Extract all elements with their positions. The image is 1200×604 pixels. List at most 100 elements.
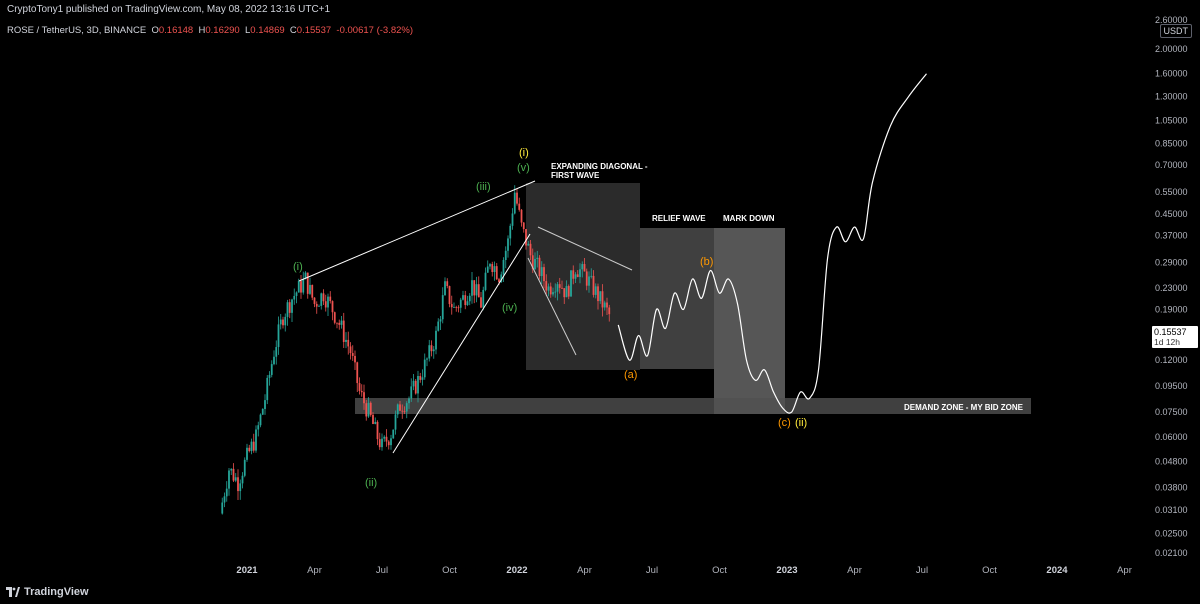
candle-body: [318, 305, 320, 307]
candle-body: [579, 269, 581, 277]
tradingview-brand[interactable]: TradingView: [6, 586, 89, 598]
candle-body: [477, 284, 480, 298]
time-tick-label: Apr: [307, 565, 322, 576]
candle-body: [423, 359, 426, 378]
candle-body: [540, 267, 543, 277]
current-price-label: 0.15537 1d 12h: [1152, 326, 1198, 348]
time-tick-label: Jul: [916, 565, 928, 576]
candle-body: [327, 296, 329, 308]
candle-body: [518, 203, 521, 210]
candle-body: [534, 258, 536, 270]
candle-body: [234, 477, 237, 481]
candle-body: [475, 284, 478, 296]
candle-body: [300, 281, 302, 293]
candle-body: [286, 302, 289, 317]
candle-body: [349, 346, 352, 354]
candle-body: [338, 322, 341, 325]
candle-body: [489, 264, 491, 267]
candle-body: [396, 404, 399, 415]
candle-body: [576, 274, 579, 277]
wave-label-b-orange: (b): [700, 256, 713, 268]
candle-body: [459, 299, 462, 308]
candle-body: [309, 284, 311, 294]
wave-label-iii-green: (iii): [476, 181, 491, 193]
candle-body: [509, 225, 512, 239]
candle-body: [493, 266, 496, 273]
price-tick-label: 0.19000: [1155, 304, 1188, 314]
candle-body: [450, 304, 453, 308]
candle-body: [306, 272, 309, 294]
candle-body: [315, 303, 318, 307]
time-tick-label: Apr: [1117, 565, 1132, 576]
time-tick-label: Jul: [376, 565, 388, 576]
time-tick-label: 2022: [506, 565, 527, 576]
candle-body: [448, 286, 451, 305]
ohlc-o-label: O: [151, 25, 159, 36]
candle-body: [385, 436, 388, 442]
candle-body: [588, 276, 590, 286]
price-tick-label: 0.37000: [1155, 231, 1188, 241]
wave-label-c-orange: (c): [778, 417, 791, 429]
candle-body: [225, 488, 228, 497]
candle-body: [430, 345, 433, 352]
ohlc-l-label: L: [245, 25, 251, 36]
candle-body: [279, 319, 282, 325]
candle-body: [435, 330, 437, 350]
bar-countdown: 1d 12h: [1154, 337, 1180, 347]
candle-body: [498, 279, 500, 283]
candle-body: [255, 429, 257, 451]
candle-body: [444, 281, 446, 296]
candle-body: [390, 438, 392, 446]
candle-body: [441, 295, 444, 320]
candle-body: [340, 320, 343, 325]
candle-body: [329, 296, 332, 302]
candle-body: [374, 421, 377, 424]
time-tick-label: Apr: [847, 565, 862, 576]
candle-body: [547, 286, 550, 291]
candle-body: [360, 390, 363, 393]
candle-body: [282, 319, 284, 326]
top-bar: CryptoTony1 published on TradingView.com…: [0, 0, 1200, 20]
candle-body: [603, 302, 606, 308]
demand-zone-box: [355, 398, 1031, 414]
time-axis[interactable]: 2021 Apr Jul Oct 2022 Apr Jul Oct 2023 Apr Jul Oct 2…: [236, 565, 1131, 576]
candle-body: [342, 320, 345, 342]
price-tick-label: 0.06000: [1155, 432, 1188, 442]
price-tick-label: 0.45000: [1155, 209, 1188, 219]
candle-body: [563, 288, 566, 298]
candle-body: [543, 267, 545, 282]
publisher-line: CryptoTony1 published on TradingView.com…: [7, 4, 331, 15]
price-tick-label: 0.02100: [1155, 548, 1188, 558]
expanding-diagonal-label: EXPANDING DIAGONAL -: [551, 162, 648, 171]
candle-body: [363, 392, 365, 404]
candle-body: [239, 483, 242, 492]
candle-body: [558, 284, 561, 288]
candle-body: [567, 286, 570, 297]
candle-body: [257, 425, 260, 430]
candle-body: [324, 301, 327, 308]
candle-body: [552, 292, 554, 295]
time-tick-label: Oct: [982, 565, 997, 576]
candle-body: [381, 438, 383, 448]
candle-body: [432, 349, 435, 352]
candle-body: [583, 264, 586, 272]
candle-body: [581, 264, 584, 270]
time-tick-label: 2023: [776, 565, 797, 576]
price-tick-label: 0.55000: [1155, 187, 1188, 197]
price-axis[interactable]: 2.60000 2.00000 1.60000 1.30000 1.05000 0.850…: [1155, 15, 1188, 558]
candle-body: [369, 402, 372, 415]
ohlc-open: 0.16148: [158, 25, 194, 36]
candle-body: [471, 280, 473, 296]
candle-body: [426, 358, 428, 360]
candle-body: [464, 295, 467, 306]
candle-body: [597, 286, 599, 302]
quote-currency-badge[interactable]: USDT: [1159, 24, 1192, 38]
candle-body: [414, 380, 417, 394]
candle-body: [545, 281, 548, 291]
wave-label-v-green: (v): [517, 162, 530, 174]
candle-body: [565, 286, 568, 298]
mark-down-label: MARK DOWN: [723, 214, 775, 223]
diagonal-upper-line: [298, 180, 536, 282]
symbol-name[interactable]: ROSE / TetherUS, 3D, BINANCE: [7, 25, 147, 36]
